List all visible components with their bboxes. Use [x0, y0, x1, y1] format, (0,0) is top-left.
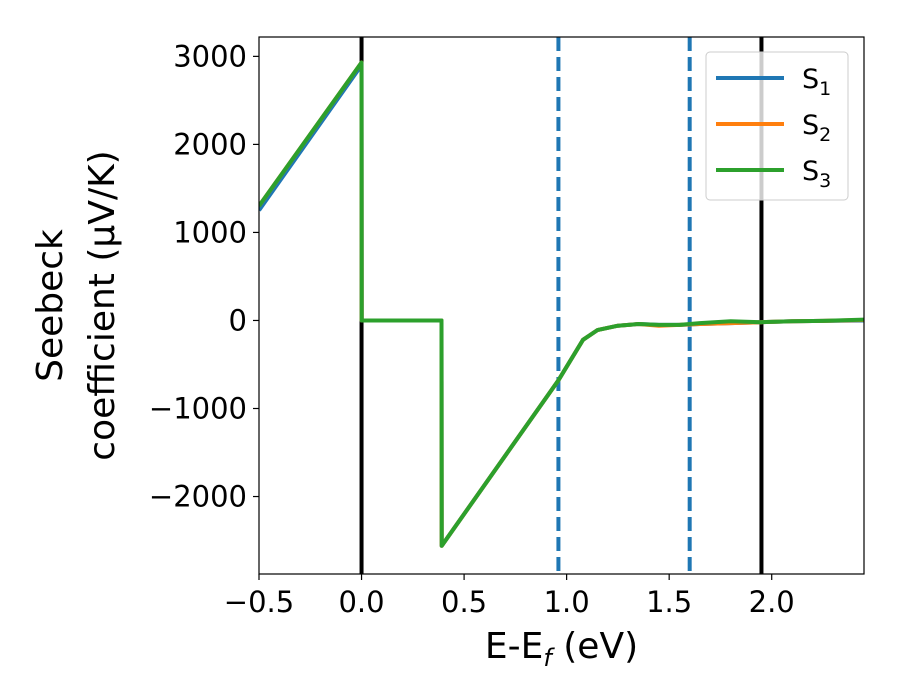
y-tick-label: −2000	[149, 480, 247, 514]
legend: S1 S2 S3	[705, 51, 849, 201]
x-axis-ticks: −0.5 0.0 0.5 1.0 1.5 2.0	[224, 574, 795, 619]
y-axis-label: Seebeck coefficient (μV/K)	[30, 150, 123, 460]
x-axis-label-unit: (eV)	[552, 626, 638, 667]
y-tick-label: 0	[229, 303, 247, 337]
x-tick-label: 0.5	[441, 585, 487, 619]
x-tick-label: 1.5	[646, 585, 692, 619]
x-tick-label: −0.5	[224, 585, 294, 619]
series-line-3	[259, 60, 864, 548]
x-axis-label: E-Ef (eV)	[485, 626, 638, 672]
series-lines	[259, 60, 864, 548]
x-tick-label: 1.0	[544, 585, 590, 619]
reference-lines	[359, 37, 764, 574]
y-axis-label-line1: Seebeck	[30, 229, 71, 382]
x-tick-label: 0.0	[338, 585, 384, 619]
legend-label-1: S1	[802, 64, 831, 100]
y-axis-label-line2: coefficient (μV/K)	[82, 150, 123, 460]
x-tick-label: 2.0	[749, 585, 795, 619]
y-axis-ticks: −2000 −1000 0 1000 2000 3000	[149, 39, 259, 514]
legend-label-3: S3	[802, 156, 831, 192]
y-tick-label: 2000	[173, 127, 247, 161]
x-axis-label-base: E-E	[485, 626, 543, 667]
y-tick-label: −1000	[149, 391, 247, 425]
y-tick-label: 1000	[173, 215, 247, 249]
y-tick-label: 3000	[173, 39, 247, 73]
legend-label-2: S2	[802, 110, 831, 146]
plot-frame	[258, 36, 865, 575]
